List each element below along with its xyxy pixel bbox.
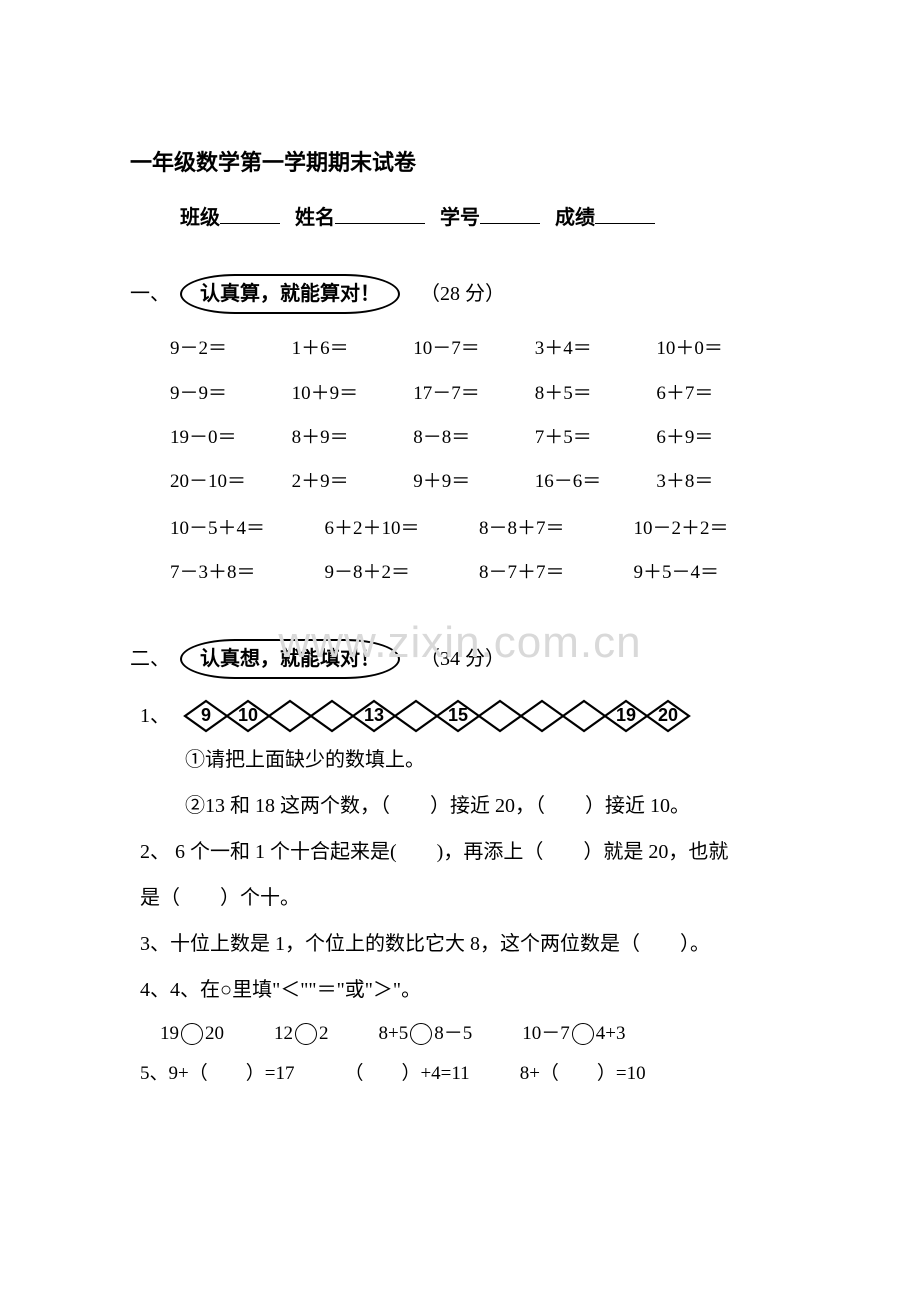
diamond-cell bbox=[308, 699, 356, 733]
diamond-cell: 9 bbox=[182, 699, 230, 733]
section-1-header: 一、 认真算，就能算对！ （28 分） bbox=[130, 274, 790, 314]
compare-item: 8+58－5 bbox=[379, 1019, 473, 1049]
id-blank[interactable] bbox=[480, 200, 540, 224]
compare-circle[interactable] bbox=[572, 1023, 594, 1045]
compare-item: 1920 bbox=[160, 1019, 224, 1049]
q2-line-a: 2、 6 个一和 1 个十合起来是( )，再添上（ ）就是 20，也就 bbox=[140, 833, 790, 871]
diamond-cell: 19 bbox=[602, 699, 650, 733]
score-blank[interactable] bbox=[595, 200, 655, 224]
compare-item: 10－74+3 bbox=[522, 1019, 625, 1049]
q5-row: 5、9+（ ）=17 （ ）+4=11 8+（ ）=10 bbox=[140, 1059, 790, 1089]
arith-cell: 8＋5＝ bbox=[535, 379, 649, 409]
arith-cell: 17－7＝ bbox=[413, 379, 527, 409]
arith-cell: 7＋5＝ bbox=[535, 423, 649, 453]
diamond-cell bbox=[476, 699, 524, 733]
arith-cell: 6＋9＝ bbox=[656, 423, 770, 453]
arith-cell: 7－3＋8＝ bbox=[170, 558, 317, 588]
arith-cell: 20－10＝ bbox=[170, 467, 284, 497]
name-label: 姓名 bbox=[295, 207, 335, 229]
compare-circle[interactable] bbox=[410, 1023, 432, 1045]
q4-line: 4、4、在○里填"＜""＝"或"＞"。 bbox=[140, 971, 790, 1009]
q1-sub2: ②13 和 18 这两个数，（ ）接近 20，（ ）接近 10。 bbox=[185, 787, 790, 825]
arith-cell: 9－2＝ bbox=[170, 334, 284, 364]
q1-diamond-row: 1、 910 13 15 1920 bbox=[140, 699, 790, 733]
arith-cell: 3＋8＝ bbox=[656, 467, 770, 497]
q1-sub1: ①请把上面缺少的数填上。 bbox=[185, 741, 790, 779]
arith-cell: 1＋6＝ bbox=[292, 334, 406, 364]
section-2-points: （34 分） bbox=[420, 643, 505, 675]
section-2-bubble: 认真想，就能填对！ bbox=[180, 639, 400, 679]
diamond-cell: 10 bbox=[224, 699, 272, 733]
arith-cell: 9－9＝ bbox=[170, 379, 284, 409]
arith-cell: 10－7＝ bbox=[413, 334, 527, 364]
arith-cell: 16－6＝ bbox=[535, 467, 649, 497]
arith-cell: 9－8＋2＝ bbox=[325, 558, 472, 588]
section-2-num: 二、 bbox=[130, 643, 170, 675]
arith-cell: 19－0＝ bbox=[170, 423, 284, 453]
arith-cell: 6＋2＋10＝ bbox=[325, 514, 472, 544]
class-label: 班级 bbox=[180, 207, 220, 229]
section-1-num: 一、 bbox=[130, 278, 170, 310]
arith-cell: 10－2＋2＝ bbox=[634, 514, 781, 544]
q5-item-2: 8+（ ）=10 bbox=[520, 1059, 646, 1089]
section-2-header: 二、 认真想，就能填对！ （34 分） bbox=[130, 639, 790, 679]
q5-item-1: （ ）+4=11 bbox=[344, 1059, 469, 1089]
diamond-cell bbox=[392, 699, 440, 733]
page-title: 一年级数学第一学期期末试卷 bbox=[130, 145, 790, 180]
diamond-cell bbox=[560, 699, 608, 733]
q3-line: 3、十位上数是 1，个位上的数比它大 8，这个两位数是（ ）。 bbox=[140, 925, 790, 963]
compare-row: 1920 122 8+58－5 10－74+3 bbox=[160, 1019, 790, 1049]
compare-circle[interactable] bbox=[181, 1023, 203, 1045]
section-1-bubble: 认真算，就能算对！ bbox=[180, 274, 400, 314]
arith-cell: 8－7＋7＝ bbox=[479, 558, 626, 588]
arith-grid-4col: 10－5＋4＝ 6＋2＋10＝8－8＋7＝ 10－2＋2＝ 7－3＋8＝ 9－8＋2＝8… bbox=[170, 514, 780, 589]
id-label: 学号 bbox=[440, 207, 480, 229]
q1-number: 1、 bbox=[140, 700, 170, 732]
name-blank[interactable] bbox=[335, 200, 425, 224]
diamond-cell bbox=[518, 699, 566, 733]
student-info-row: 班级 姓名 学号 成绩 bbox=[180, 200, 790, 234]
arith-cell: 9＋5－4＝ bbox=[634, 558, 781, 588]
arith-cell: 10＋9＝ bbox=[292, 379, 406, 409]
section-1-points: （28 分） bbox=[420, 278, 505, 310]
diamond-cell: 13 bbox=[350, 699, 398, 733]
arith-grid-5col: 9－2＝ 1＋6＝10－7＝ 3＋4＝10＋0＝ 9－9＝ 10＋9＝17－7＝ 8＋5＝… bbox=[170, 334, 770, 498]
compare-item: 122 bbox=[274, 1019, 329, 1049]
compare-circle[interactable] bbox=[295, 1023, 317, 1045]
score-label: 成绩 bbox=[555, 207, 595, 229]
diamond-cell bbox=[266, 699, 314, 733]
diamond-chain: 91013151920 bbox=[182, 699, 686, 733]
arith-cell: 6＋7＝ bbox=[656, 379, 770, 409]
arith-cell: 3＋4＝ bbox=[535, 334, 649, 364]
arith-cell: 8－8＝ bbox=[413, 423, 527, 453]
arith-cell: 10＋0＝ bbox=[656, 334, 770, 364]
arith-cell: 2＋9＝ bbox=[292, 467, 406, 497]
diamond-cell: 20 bbox=[644, 699, 692, 733]
q5-prefix: 5、 bbox=[140, 1063, 169, 1084]
arith-cell: 9＋9＝ bbox=[413, 467, 527, 497]
arith-cell: 8－8＋7＝ bbox=[479, 514, 626, 544]
class-blank[interactable] bbox=[220, 200, 280, 224]
q5-item-0: 9+（ ）=17 bbox=[169, 1063, 295, 1084]
arith-cell: 10－5＋4＝ bbox=[170, 514, 317, 544]
q2-line-b: 是（ ）个十。 bbox=[140, 879, 790, 917]
arith-cell: 8＋9＝ bbox=[292, 423, 406, 453]
diamond-cell: 15 bbox=[434, 699, 482, 733]
